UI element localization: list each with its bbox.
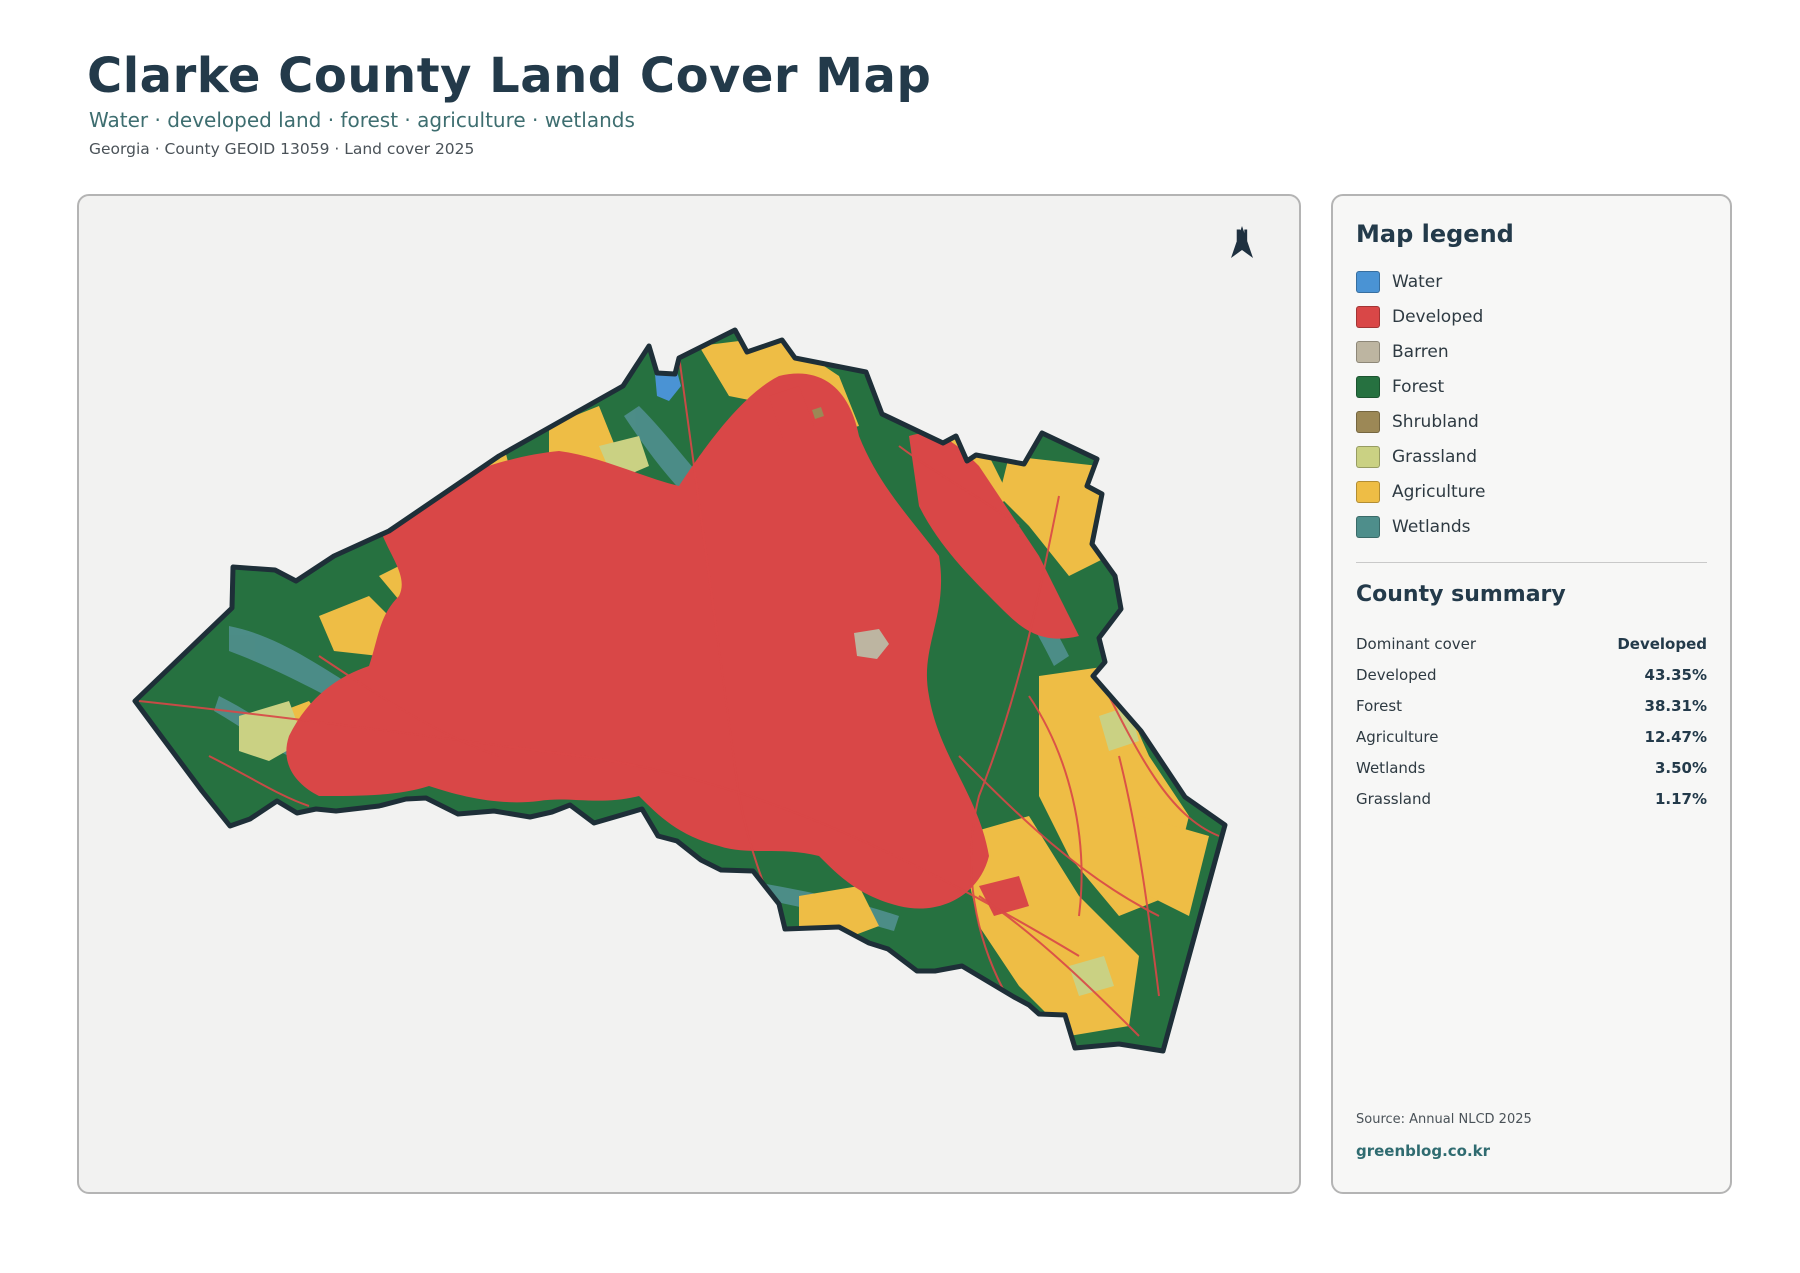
legend-divider [1356,562,1707,563]
legend-item-barren: Barren [1356,334,1486,369]
page-subtitle: Water · developed land · forest · agricu… [89,108,635,132]
legend-title: Map legend [1356,220,1514,248]
summary-row: Developed 43.35% [1356,659,1707,690]
legend-label: Agriculture [1392,481,1486,502]
legend-list: Water Developed Barren Forest Shrubland … [1356,264,1486,544]
summary-row: Agriculture 12.47% [1356,721,1707,752]
summary-table: Dominant cover Developed Developed 43.35… [1356,628,1707,814]
site-link[interactable]: greenblog.co.kr [1356,1142,1491,1160]
summary-row: Dominant cover Developed [1356,628,1707,659]
water-swatch [1356,270,1380,293]
summary-value: 38.31% [1644,696,1707,715]
legend-item-agriculture: Agriculture [1356,474,1486,509]
barren-area [854,629,889,659]
map-canvas[interactable] [79,196,1301,1194]
legend-item-grassland: Grassland [1356,439,1486,474]
page-meta: Georgia · County GEOID 13059 · Land cove… [89,140,475,158]
summary-title: County summary [1356,582,1566,607]
summary-value: 43.35% [1644,665,1707,684]
shrubland-patch [812,407,824,419]
page-title: Clarke County Land Cover Map [87,48,932,104]
summary-label: Grassland [1356,789,1431,808]
forest-swatch [1356,375,1380,398]
map-panel[interactable]: N [77,194,1301,1194]
summary-row: Wetlands 3.50% [1356,752,1707,783]
agriculture-swatch [1356,480,1380,503]
summary-label: Dominant cover [1356,634,1477,653]
legend-item-water: Water [1356,264,1486,299]
legend-item-shrubland: Shrubland [1356,404,1486,439]
legend-label: Barren [1392,341,1449,362]
summary-label: Wetlands [1356,758,1426,777]
developed-swatch [1356,305,1380,328]
legend-label: Wetlands [1392,516,1471,537]
legend-item-wetlands: Wetlands [1356,509,1486,544]
source-note: Source: Annual NLCD 2025 [1356,1112,1532,1127]
summary-value: 12.47% [1644,727,1707,746]
legend-item-forest: Forest [1356,369,1486,404]
shrubland-swatch [1356,410,1380,433]
road-network [138,355,1220,1037]
summary-value: Developed [1617,634,1707,653]
legend-item-developed: Developed [1356,299,1486,334]
summary-value: 3.50% [1654,758,1707,777]
grassland-swatch [1356,445,1380,468]
summary-label: Developed [1356,665,1437,684]
legend-panel: Map legend Water Developed Barren Forest… [1331,194,1732,1194]
north-arrow-icon [1231,226,1253,258]
summary-label: Agriculture [1356,727,1439,746]
summary-row: Grassland 1.17% [1356,783,1707,814]
legend-label: Shrubland [1392,411,1479,432]
north-arrow: N [1222,224,1262,258]
legend-label: Forest [1392,376,1445,397]
legend-label: Developed [1392,306,1484,327]
summary-label: Forest [1356,696,1403,715]
wetlands-swatch [1356,515,1380,538]
legend-label: Grassland [1392,446,1477,467]
legend-label: Water [1392,271,1443,292]
barren-swatch [1356,340,1380,363]
summary-row: Forest 38.31% [1356,690,1707,721]
summary-value: 1.17% [1654,789,1707,808]
county-boundary [132,327,1228,1054]
